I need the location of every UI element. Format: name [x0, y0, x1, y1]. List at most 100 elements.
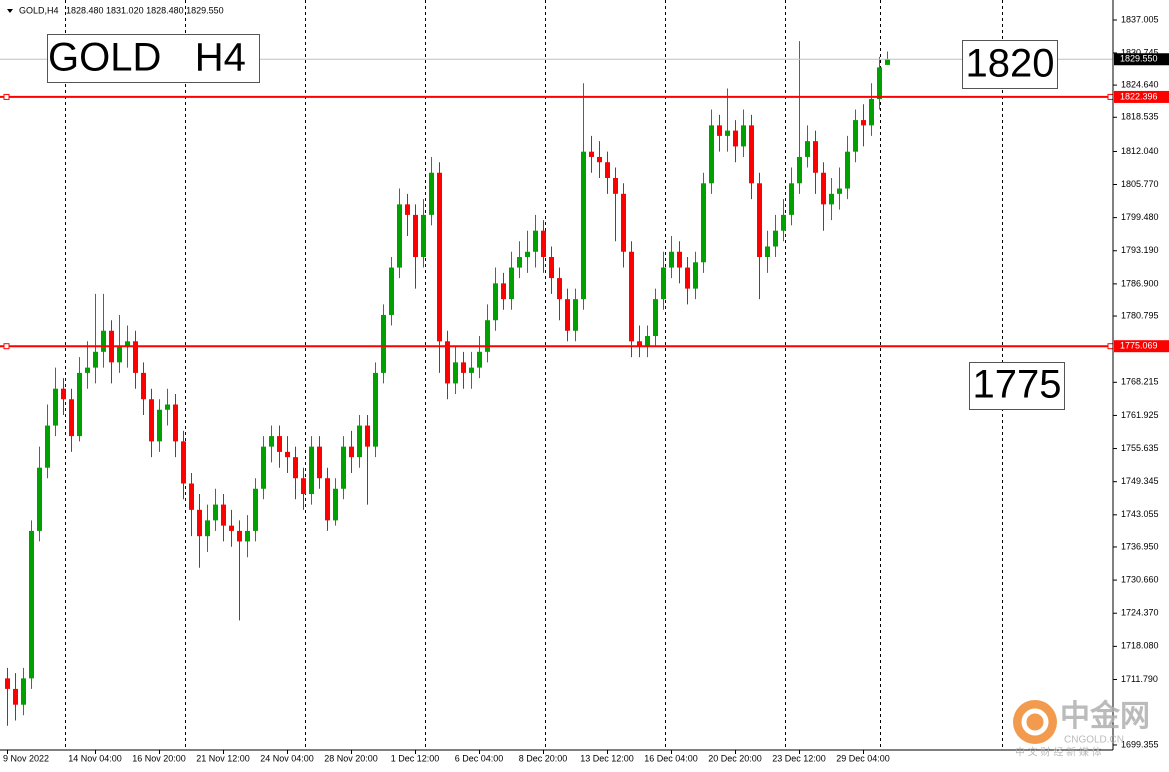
watermark-slogan: 中 文 财 经 新 媒 体 [1015, 746, 1102, 759]
annotation-box [969, 362, 1065, 410]
x-tick-label: 6 Dec 04:00 [455, 753, 504, 763]
candle-body [53, 388, 58, 426]
price-level-tag [1114, 90, 1169, 103]
x-tick-label: 16 Dec 04:00 [644, 753, 698, 763]
candle-body [565, 299, 570, 331]
watermark: 中金网 CNGOLD.CN 中 文 财 经 新 媒 体 [1013, 699, 1150, 759]
candle-body [693, 262, 698, 289]
y-tick-label: 1736.950 [1121, 541, 1159, 551]
candle-body [309, 446, 314, 495]
y-tick-label: 1743.055 [1121, 509, 1159, 519]
y-tick-label: 1755.635 [1121, 443, 1159, 453]
candle-body [117, 346, 122, 363]
candle-body [629, 251, 634, 342]
candle-body [293, 457, 298, 479]
candle-body [341, 446, 346, 489]
candle-body [493, 283, 498, 321]
candle-body [213, 504, 218, 521]
candle-body [421, 214, 426, 258]
current-price-tag [1114, 53, 1169, 66]
candle-body [813, 141, 818, 173]
candle-body [453, 362, 458, 384]
candle-body [381, 314, 386, 373]
candle-body [77, 372, 82, 437]
candle-body [733, 130, 738, 147]
candle-body [845, 151, 850, 189]
candle-body [125, 341, 130, 347]
candles [5, 41, 890, 726]
annotation: 1775 [973, 363, 1062, 407]
candle-body [853, 120, 858, 152]
x-tick-label: 29 Dec 04:00 [836, 753, 890, 763]
candle-body [645, 336, 650, 347]
candle-body [277, 436, 282, 452]
candle-body [141, 372, 146, 400]
y-tick-label: 1799.480 [1121, 212, 1159, 222]
candle-body [581, 151, 586, 300]
candle-body [349, 446, 354, 458]
candle-body [597, 156, 602, 163]
candle-body [229, 525, 234, 531]
candle-body [317, 446, 322, 479]
y-tick-label: 1749.345 [1121, 476, 1159, 486]
candle-body [413, 214, 418, 258]
candle-body [173, 404, 178, 442]
candle-body [677, 251, 682, 268]
candle-body [821, 172, 826, 205]
x-tick-label: 13 Dec 12:00 [580, 753, 634, 763]
candle-body [133, 341, 138, 373]
x-tick-label: 8 Dec 20:00 [519, 753, 568, 763]
candle-body [525, 251, 530, 258]
candle-body [621, 193, 626, 252]
candle-body [301, 478, 306, 495]
watermark-logo-ring [1021, 708, 1049, 736]
candle-body [469, 367, 474, 373]
candle-body [653, 299, 658, 337]
x-tick-label: 20 Dec 20:00 [708, 753, 762, 763]
candle-body [805, 141, 810, 157]
price-level-tag [1114, 340, 1169, 353]
candle-body [709, 125, 714, 184]
candle-body [637, 341, 642, 347]
candle-body [5, 678, 10, 689]
price-level-label: 1822.396 [1120, 91, 1158, 101]
candle-body [781, 214, 786, 231]
candle-body [45, 425, 50, 468]
candle-body [861, 120, 866, 126]
candle-body [269, 436, 274, 447]
candle-body [325, 478, 330, 521]
watermark-logo [1013, 700, 1057, 744]
y-tick-label: 1711.790 [1121, 674, 1158, 684]
candle-body [837, 188, 842, 194]
candle-body [333, 488, 338, 521]
price-level-handle [1107, 343, 1114, 350]
y-tick-label: 1768.215 [1121, 377, 1159, 387]
candle-body [429, 172, 434, 215]
candle-body [37, 467, 42, 531]
y-tick-label: 1812.040 [1121, 146, 1159, 156]
candle-body [749, 125, 754, 184]
x-tick-label: 28 Nov 20:00 [324, 753, 378, 763]
x-axis-band [0, 750, 1169, 772]
candle-body [405, 204, 410, 215]
x-tick-label: 23 Dec 12:00 [772, 753, 826, 763]
header-ohlc: 1828.480 1831.020 1828.480 1829.550 [66, 5, 224, 15]
candle-body [397, 204, 402, 268]
candle-body [205, 520, 210, 537]
current-price-label: 1829.550 [1120, 54, 1158, 64]
price-level-handle [3, 93, 10, 100]
candle-body [93, 351, 98, 368]
candle-body [717, 125, 722, 136]
x-tick-label: 1 Dec 12:00 [391, 753, 440, 763]
menu-arrow [7, 9, 13, 13]
candle-body [61, 388, 66, 400]
candle-body [509, 267, 514, 300]
candle-body [549, 257, 554, 279]
candle-body [517, 257, 522, 268]
x-tick-label: 21 Nov 12:00 [196, 753, 250, 763]
x-tick-label: 24 Nov 04:00 [260, 753, 314, 763]
y-tick-label: 1786.900 [1121, 278, 1159, 288]
candle-body [557, 278, 562, 300]
